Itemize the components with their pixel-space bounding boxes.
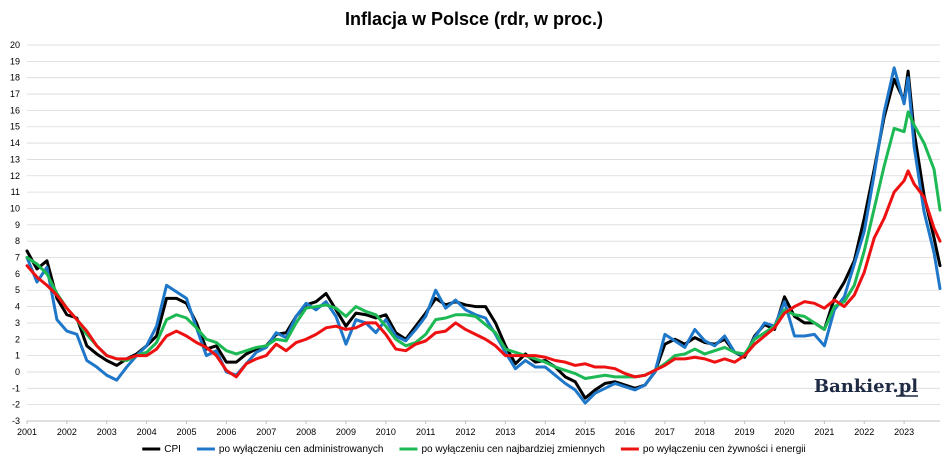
x-tick-label: 2002 <box>57 427 77 437</box>
x-tick-label: 2007 <box>256 427 276 437</box>
y-tick-label: 19 <box>10 56 20 66</box>
chart-title: Inflacja w Polsce (rdr, w proc.) <box>345 9 603 29</box>
y-tick-label: 6 <box>15 269 20 279</box>
grid-layer <box>27 44 940 422</box>
series-line-0 <box>25 69 942 400</box>
y-tick-label: -3 <box>12 416 20 426</box>
legend-label-1: po wyłączeniu cen administrowanych <box>219 444 384 455</box>
y-tick-label: 15 <box>10 122 20 132</box>
y-tick-label: 9 <box>15 220 20 230</box>
y-tick-label: 17 <box>10 89 20 99</box>
series-line-3 <box>25 169 942 379</box>
series-line-2 <box>25 110 942 380</box>
legend-label-3: po wyłączeniu cen żywności i energii <box>643 444 806 455</box>
y-tick-label: 14 <box>10 138 20 148</box>
legend: CPI po wyłączeniu cen administrowanych po … <box>142 444 806 455</box>
y-tick-label: -2 <box>12 400 20 410</box>
x-tick-label: 2009 <box>336 427 356 437</box>
x-axis-ticks: 2001 2002 2003 2004 2005 2006 2007 2008 2009 2010… <box>17 420 940 437</box>
y-tick-label: 8 <box>15 236 20 246</box>
y-tick-label: 0 <box>15 367 20 377</box>
x-tick-label: 2022 <box>854 427 874 437</box>
legend-label-2: po wyłączeniu cen najbardziej zmiennych <box>421 444 604 455</box>
x-tick-label: 2018 <box>695 427 715 437</box>
x-tick-label: 2005 <box>176 427 196 437</box>
x-tick-label: 2013 <box>495 427 515 437</box>
x-tick-label: 2008 <box>296 427 316 437</box>
y-tick-label: 3 <box>15 318 20 328</box>
y-tick-label: 12 <box>10 171 20 181</box>
x-tick-label: 2015 <box>575 427 595 437</box>
x-tick-label: 2020 <box>774 427 794 437</box>
y-tick-label: 1 <box>15 351 20 361</box>
y-tick-label: 11 <box>11 187 20 197</box>
x-tick-label: 2004 <box>137 427 157 437</box>
x-tick-label: 2017 <box>655 427 675 437</box>
y-tick-label: -1 <box>12 383 20 393</box>
x-tick-label: 2010 <box>376 427 396 437</box>
y-tick-label: 13 <box>10 154 20 164</box>
x-tick-label: 2023 <box>894 427 914 437</box>
y-tick-label: 20 <box>10 40 20 50</box>
bankier-logo-text: Bankier.pl <box>814 376 918 397</box>
x-tick-label: 2012 <box>456 427 476 437</box>
y-tick-label: 4 <box>15 302 20 312</box>
y-tick-label: 5 <box>15 285 20 295</box>
y-tick-label: 10 <box>10 203 20 213</box>
y-tick-label: 7 <box>15 253 20 263</box>
series-line-1 <box>25 66 942 405</box>
x-tick-label: 2006 <box>216 427 236 437</box>
series-layer <box>25 66 942 405</box>
legend-label-0: CPI <box>164 444 181 455</box>
x-tick-label: 2016 <box>615 427 635 437</box>
x-tick-label: 2001 <box>17 427 37 437</box>
y-tick-label: 16 <box>10 105 20 115</box>
x-tick-label: 2003 <box>97 427 117 437</box>
x-tick-label: 2021 <box>814 427 834 437</box>
bankier-logo: Bankier.pl <box>814 376 918 397</box>
y-tick-label: 2 <box>15 334 20 344</box>
x-tick-label: 2019 <box>735 427 755 437</box>
y-tick-label: 18 <box>10 73 20 83</box>
x-tick-label: 2011 <box>416 427 435 437</box>
x-tick-label: 2014 <box>535 427 555 437</box>
